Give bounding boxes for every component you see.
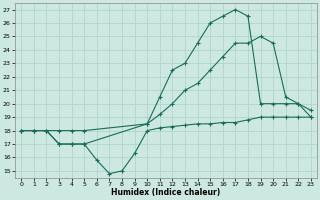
X-axis label: Humidex (Indice chaleur): Humidex (Indice chaleur) xyxy=(111,188,221,197)
